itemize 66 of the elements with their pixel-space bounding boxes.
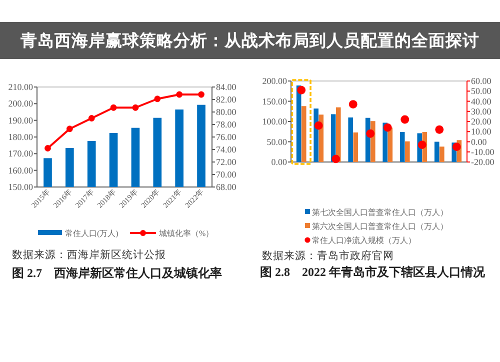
- legend-label: 第七次全国人口普查常住人口（万人）: [312, 208, 448, 217]
- y2-tick-label: 84.00: [216, 82, 237, 92]
- y2-tick-label: 82.00: [216, 94, 237, 104]
- point: [452, 142, 461, 152]
- bar: [405, 141, 410, 162]
- point: [348, 100, 358, 108]
- y2-tick-label: 74.00: [216, 144, 237, 154]
- bar: [434, 142, 440, 162]
- y2-tick-label: 80.00: [216, 107, 237, 117]
- point: [418, 140, 426, 149]
- y2-tick-label: 40.00: [471, 96, 492, 106]
- point: [332, 154, 340, 164]
- y-tick-label: 150.00: [262, 96, 288, 106]
- point: [176, 91, 183, 98]
- y-tick-label: 50.00: [266, 136, 288, 147]
- point: [88, 115, 95, 122]
- y2-tick-label: 78.00: [216, 120, 237, 130]
- bar: [353, 132, 358, 162]
- y-tick-label: 0.00: [271, 157, 288, 167]
- bar: [336, 107, 341, 162]
- bar: [301, 106, 306, 162]
- point: [366, 129, 375, 138]
- y2-tick-label: 0.00: [471, 136, 488, 147]
- y-tick-label: 210.00: [8, 82, 34, 92]
- legend-label: 常住人口净流入规模（万人）: [312, 236, 416, 245]
- source-note: 数据来源：西海岸新区统计公报: [12, 248, 166, 261]
- point: [110, 104, 117, 111]
- bar: [440, 146, 444, 162]
- y2-tick-label: 70.00: [216, 170, 237, 180]
- y-tick-label: 200.00: [8, 98, 34, 109]
- y2-tick-label: -10.00: [471, 146, 495, 157]
- point: [66, 126, 73, 132]
- y2-tick-label: 30.00: [471, 106, 492, 116]
- y-tick-label: 200.00: [262, 76, 288, 86]
- y2-tick-label: 72.00: [216, 157, 237, 167]
- point: [297, 86, 306, 94]
- text: 图 2.8 2022 年青岛市及下辖区县人口情况: [260, 265, 486, 279]
- y2-tick-label: 60.00: [471, 76, 492, 86]
- point: [435, 125, 444, 134]
- bar: [348, 117, 353, 162]
- legend-label: 第六次全国人口普查常住人口（万人）: [312, 222, 448, 231]
- y-tick-label: 100.00: [262, 116, 288, 126]
- text: 图 2.7 西海岸新区常住人口及城镇化率: [12, 266, 222, 280]
- bar: [400, 132, 405, 162]
- y2-tick-label: 20.00: [471, 116, 492, 126]
- point: [400, 115, 410, 124]
- y-tick-label: 160.00: [8, 165, 34, 176]
- source-note: 数据来源：青岛市政府官网: [262, 249, 394, 262]
- point: [198, 91, 204, 98]
- y-tick-label: 180.00: [8, 132, 34, 142]
- y2-tick-label: 10.00: [471, 126, 492, 137]
- y-tick-label: 170.00: [8, 148, 34, 159]
- y2-tick-label: 50.00: [471, 86, 492, 96]
- text: 青岛西海岸赢球策略分析：从战术布局到人员配置的全面探讨: [20, 31, 480, 50]
- point: [44, 145, 51, 152]
- point: [154, 96, 161, 102]
- y-tick-label: 190.00: [8, 115, 34, 126]
- y2-tick-label: 68.00: [216, 182, 237, 192]
- legend-label: 常住人口(万人): [65, 229, 119, 238]
- legend-label: 城镇化率（%）: [158, 229, 214, 238]
- point: [314, 121, 323, 130]
- y2-tick-label: -20.00: [471, 157, 495, 167]
- point: [132, 104, 139, 111]
- y-tick-label: 150.00: [8, 182, 34, 192]
- y2-tick-label: 76.00: [216, 132, 237, 142]
- point: [383, 123, 392, 132]
